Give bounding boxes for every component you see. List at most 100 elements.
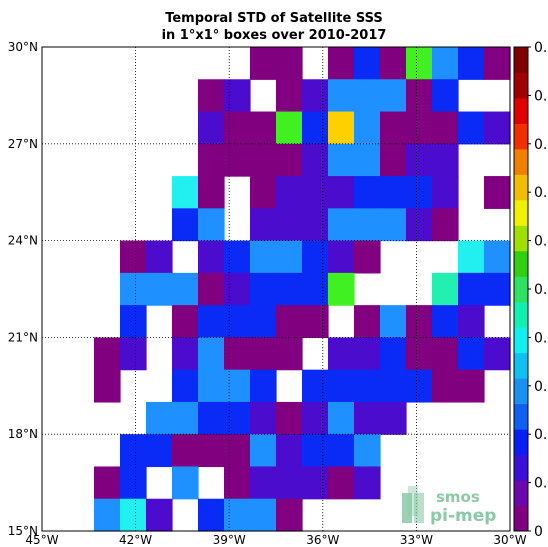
heatmap-cell bbox=[406, 369, 433, 403]
colorbar-tick-label: 0. bbox=[534, 185, 547, 201]
heatmap-cell bbox=[198, 305, 225, 338]
x-tick-label: 39°W bbox=[213, 533, 246, 547]
heatmap-cell bbox=[198, 176, 225, 209]
heatmap-cell bbox=[380, 79, 407, 113]
heatmap-cell bbox=[198, 143, 225, 177]
colorbar-tick-label: 0. bbox=[534, 379, 547, 395]
heatmap-cell bbox=[328, 143, 355, 177]
heatmap-cell bbox=[354, 401, 381, 435]
heatmap-cell bbox=[458, 47, 485, 80]
heatmap-cell bbox=[198, 79, 225, 113]
heatmap-cell bbox=[406, 111, 433, 145]
heatmap-cell bbox=[146, 401, 173, 435]
heatmap-cell bbox=[328, 79, 355, 113]
heatmap-cell bbox=[380, 369, 407, 403]
heatmap-cell bbox=[380, 176, 407, 209]
heatmap-cell bbox=[302, 272, 329, 306]
heatmap-cell bbox=[354, 47, 381, 80]
heatmap-cell bbox=[198, 337, 225, 371]
y-tick-label: 30°N bbox=[8, 40, 38, 54]
x-tick-label: 33°W bbox=[400, 533, 433, 547]
plot-frame bbox=[41, 46, 511, 532]
heatmap-cell bbox=[146, 240, 173, 274]
heatmap-cell bbox=[432, 337, 459, 371]
heatmap-cell bbox=[328, 272, 355, 306]
heatmap-cell bbox=[458, 240, 485, 274]
heatmap-cell bbox=[328, 176, 355, 209]
heatmap-cell bbox=[146, 498, 173, 532]
heatmap-cell bbox=[328, 111, 355, 145]
heatmap-cell bbox=[302, 176, 329, 209]
colorbar-swatch bbox=[514, 276, 528, 303]
heatmap-cell bbox=[354, 143, 381, 177]
heatmap-cell bbox=[172, 176, 199, 209]
heatmap-cell bbox=[484, 47, 511, 80]
heatmap-cell bbox=[406, 208, 433, 242]
colorbar-swatch bbox=[514, 301, 528, 328]
heatmap-cell bbox=[406, 143, 433, 177]
heatmap-cell bbox=[432, 176, 459, 209]
heatmap-cell bbox=[120, 305, 147, 338]
heatmap-cell bbox=[380, 111, 407, 145]
heatmap-cell bbox=[458, 337, 485, 371]
heatmap-cell bbox=[172, 466, 199, 500]
heatmap-cell bbox=[276, 434, 303, 468]
x-tick-label: 30°W bbox=[493, 533, 526, 547]
heatmap-cell bbox=[172, 434, 199, 468]
heatmap-cell bbox=[120, 337, 147, 371]
heatmap-cell bbox=[94, 498, 121, 532]
heatmap-cell bbox=[146, 272, 173, 306]
heatmap-cell bbox=[198, 208, 225, 242]
heatmap-cell bbox=[276, 47, 303, 80]
logo-text-pimep: pi-mep bbox=[430, 506, 496, 526]
heatmap-cell bbox=[328, 47, 355, 80]
heatmap-cell bbox=[224, 401, 251, 435]
heatmap-cell bbox=[328, 434, 355, 468]
heatmap-cell bbox=[250, 208, 277, 242]
logo-mark bbox=[402, 486, 424, 523]
heatmap-cell bbox=[250, 47, 277, 80]
heatmap-cell bbox=[276, 240, 303, 274]
heatmap-cell bbox=[198, 272, 225, 306]
chart-title-line-1: Temporal STD of Satellite SSS bbox=[165, 11, 383, 26]
heatmap-cell bbox=[276, 466, 303, 500]
heatmap-cell bbox=[302, 240, 329, 274]
colorbar-swatch bbox=[514, 352, 528, 379]
heatmap-cell bbox=[250, 434, 277, 468]
heatmap-cell bbox=[198, 498, 225, 532]
colorbar-swatch bbox=[514, 174, 528, 201]
heatmap-cell bbox=[198, 434, 225, 468]
colorbar-swatch bbox=[514, 123, 528, 150]
colorbar-swatch bbox=[514, 148, 528, 175]
heatmap-cell bbox=[250, 498, 277, 532]
heatmap-cell bbox=[224, 434, 251, 468]
heatmap-cell bbox=[172, 208, 199, 242]
heatmap-cell bbox=[406, 176, 433, 209]
heatmap-cell bbox=[380, 305, 407, 338]
y-tick-label: 24°N bbox=[8, 234, 38, 248]
heatmap-cell bbox=[458, 305, 485, 338]
heatmap-cell bbox=[354, 79, 381, 113]
heatmap-cell bbox=[120, 272, 147, 306]
heatmap-cell bbox=[276, 272, 303, 306]
heatmap-cell bbox=[250, 111, 277, 145]
heatmap-cell bbox=[224, 305, 251, 338]
y-tick-label: 15°N bbox=[8, 524, 38, 538]
colorbar-swatch bbox=[514, 327, 528, 354]
heatmap-cell bbox=[224, 272, 251, 306]
heatmap-cell bbox=[250, 401, 277, 435]
y-axis-ticks: 15°N 18°N 21°N 24°N 27°N 30°N bbox=[8, 40, 38, 538]
colorbar-swatch bbox=[514, 505, 528, 532]
x-axis-ticks: 45°W 42°W 39°W 36°W 33°W 30°W bbox=[25, 533, 526, 547]
heatmap-cell bbox=[484, 176, 511, 209]
heatmap-cell bbox=[406, 337, 433, 371]
heatmap-cell bbox=[302, 111, 329, 145]
heatmap-cell bbox=[484, 111, 511, 145]
heatmap-cell bbox=[302, 369, 329, 403]
colorbar-swatch bbox=[514, 47, 528, 73]
colorbar-swatch bbox=[514, 429, 528, 456]
colorbar-swatch bbox=[514, 72, 528, 99]
x-tick-label: 45°W bbox=[25, 533, 58, 547]
heatmap-cell bbox=[198, 111, 225, 145]
heatmap-cell bbox=[224, 143, 251, 177]
